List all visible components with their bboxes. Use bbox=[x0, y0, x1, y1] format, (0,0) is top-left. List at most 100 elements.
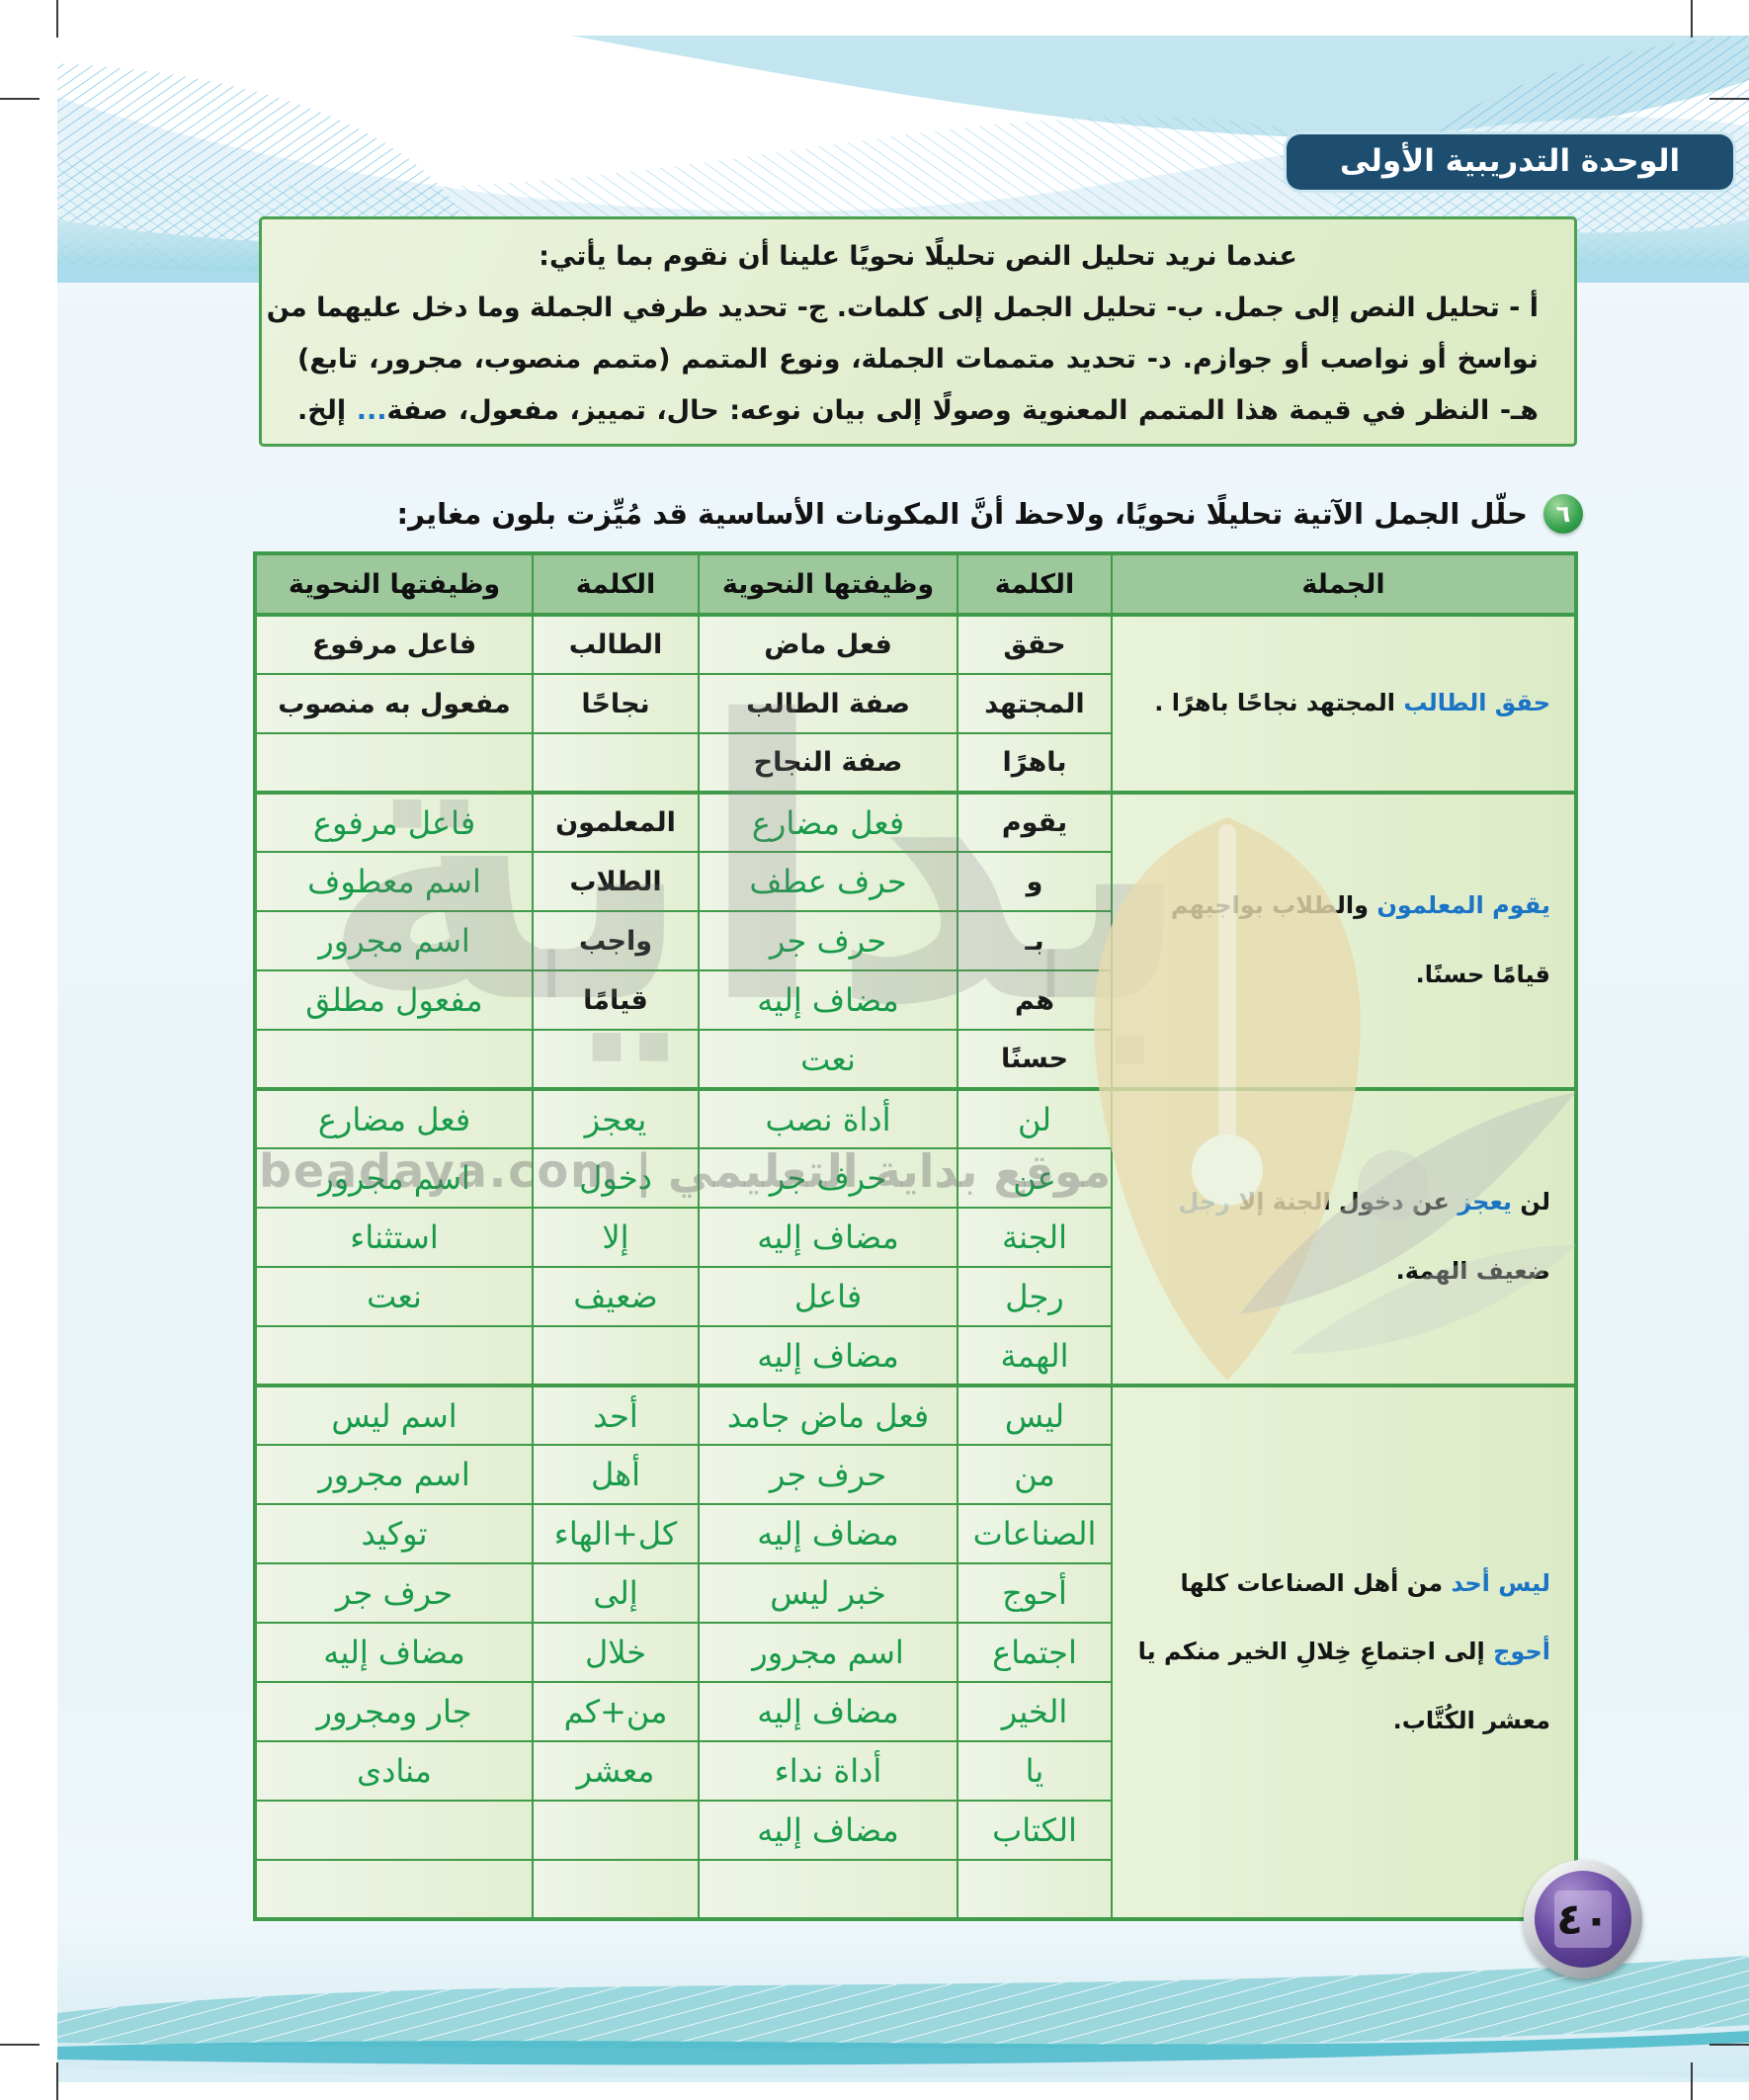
function-cell: منادى bbox=[254, 1740, 534, 1802]
word-cell: كل+الهاء bbox=[532, 1503, 700, 1564]
word-cell: أهل bbox=[532, 1444, 700, 1505]
function-cell bbox=[254, 1029, 534, 1090]
function-cell: فعل ماض bbox=[698, 613, 958, 675]
function-cell: نعت bbox=[254, 1266, 534, 1327]
sentence-cell: حقق الطالب المجتهد نجاحًا باهرًا . bbox=[1111, 613, 1577, 794]
word-cell: إلى bbox=[532, 1562, 700, 1624]
word-cell: أحوج bbox=[957, 1562, 1113, 1624]
function-cell: اسم مجرور bbox=[698, 1622, 958, 1683]
word-cell: من bbox=[957, 1444, 1113, 1505]
word-cell: الجنة bbox=[957, 1207, 1113, 1268]
word-cell: يا bbox=[957, 1740, 1113, 1802]
word-cell: اجتماع bbox=[957, 1622, 1113, 1683]
intro-line: أ - تحليل النص إلى جمل. ب- تحليل الجمل إ… bbox=[266, 293, 1539, 323]
function-cell: مضاف إليه bbox=[254, 1622, 534, 1683]
table-row: عن حرف جر دخول اسم مجرور bbox=[254, 1147, 1576, 1209]
crop-mark bbox=[56, 0, 58, 38]
bottom-wave-decoration bbox=[57, 1922, 1749, 2092]
table-row: يقوم المعلمون والطلاب بواجبهم قيامًا حسن… bbox=[254, 791, 1577, 1090]
intro-lines: عندما نريد تحليل النص تحليلًا نحويًا علي… bbox=[266, 231, 1539, 437]
function-cell: فعل مضارع bbox=[698, 791, 958, 853]
word-cell: بـ bbox=[957, 910, 1113, 971]
crop-mark bbox=[1691, 0, 1693, 38]
word-cell: يعجز bbox=[532, 1087, 700, 1149]
exercise-row: ٦ حلّل الجمل الآتية تحليلًا نحويًا، ولاح… bbox=[397, 490, 1583, 538]
crop-mark bbox=[1709, 98, 1749, 100]
exercise-prompt: حلّل الجمل الآتية تحليلًا نحويًا، ولاحظ … bbox=[396, 497, 1528, 531]
function-cell: اسم ليس bbox=[254, 1384, 534, 1446]
word-cell bbox=[532, 1325, 700, 1386]
word-cell: الكتاب bbox=[957, 1800, 1113, 1861]
analysis-table-body: حقق الطالب المجتهد نجاحًا باهرًا . حقق فعل… bbox=[254, 613, 1577, 1920]
table-row: الكتاب مضاف إليه bbox=[254, 1800, 1576, 1861]
function-cell: فاعل مرفوع bbox=[254, 613, 534, 675]
intro-line: عندما نريد تحليل النص تحليلًا نحويًا علي… bbox=[539, 241, 1297, 272]
word-cell bbox=[532, 732, 700, 794]
function-cell: حرف جر bbox=[698, 1444, 958, 1505]
function-cell: فعل ماض جامد bbox=[698, 1384, 958, 1446]
function-cell: صفة الطالب bbox=[698, 673, 958, 734]
table-row: حسنًا نعت bbox=[254, 1029, 1576, 1090]
sentence-cell: يقوم المعلمون والطلاب بواجبهم قيامًا حسن… bbox=[1111, 791, 1577, 1090]
word-cell: ضعيف bbox=[532, 1266, 700, 1327]
word-cell bbox=[957, 1859, 1113, 1920]
word-cell: الهمة bbox=[957, 1325, 1113, 1386]
word-cell: خلال bbox=[532, 1622, 700, 1683]
function-cell: مفعول به منصوب bbox=[254, 673, 534, 734]
table-row: الجنة مضاف إليه إلا استثناء bbox=[254, 1207, 1576, 1268]
function-cell: مضاف إليه bbox=[698, 1503, 958, 1564]
table-header-cell: وظيفتها النحوية bbox=[698, 552, 958, 617]
word-cell: الصناعات bbox=[957, 1503, 1113, 1564]
table-row: الخير مضاف إليه من+كم جار ومجرور bbox=[254, 1681, 1576, 1742]
word-cell: عن bbox=[957, 1147, 1113, 1209]
function-cell: اسم مجرور bbox=[254, 1147, 534, 1209]
intro-line: نواسخ أو نواصب أو جوازم. د- تحديد متممات… bbox=[297, 344, 1539, 375]
word-cell: قيامًا bbox=[532, 969, 700, 1031]
page-number: ٤٠ bbox=[1556, 1893, 1610, 1945]
function-cell: مضاف إليه bbox=[698, 969, 958, 1031]
word-cell: المعلمون bbox=[532, 791, 700, 853]
table-header-cell: وظيفتها النحوية bbox=[254, 552, 534, 617]
table-row: اجتماع اسم مجرور خلال مضاف إليه bbox=[254, 1622, 1576, 1683]
word-cell: هم bbox=[957, 969, 1113, 1031]
word-cell: من+كم bbox=[532, 1681, 700, 1742]
function-cell: فاعل bbox=[698, 1266, 958, 1327]
crop-mark bbox=[1691, 2062, 1693, 2100]
crop-mark bbox=[1709, 2044, 1749, 2046]
crop-mark bbox=[0, 2044, 40, 2046]
function-cell: مفعول مطلق bbox=[254, 969, 534, 1031]
function-cell bbox=[698, 1859, 958, 1920]
table-header-cell: الجملة bbox=[1111, 552, 1577, 617]
word-cell: معشر bbox=[532, 1740, 700, 1802]
word-cell: أحد bbox=[532, 1384, 700, 1446]
intro-line: هـ- النظر في قيمة هذا المتمم المعنوية وص… bbox=[297, 395, 1539, 426]
word-cell: رجل bbox=[957, 1266, 1113, 1327]
unit-banner: الوحدة التدريبية الأولى bbox=[1287, 134, 1733, 190]
function-cell: حرف جر bbox=[254, 1562, 534, 1624]
table-row: و حرف عطف الطلاب اسم معطوف bbox=[254, 851, 1576, 912]
function-cell bbox=[254, 732, 534, 794]
function-cell: مضاف إليه bbox=[698, 1325, 958, 1386]
table-row: حقق الطالب المجتهد نجاحًا باهرًا . حقق فعل… bbox=[254, 613, 1577, 794]
table-row: المجتهد صفة الطالب نجاحًا مفعول به منصوب bbox=[254, 673, 1576, 734]
table-row: باهرًا صفة النجاح bbox=[254, 732, 1576, 794]
word-cell: حقق bbox=[957, 613, 1113, 675]
table-row: الهمة مضاف إليه bbox=[254, 1325, 1576, 1386]
word-cell bbox=[532, 1800, 700, 1861]
function-cell: استثناء bbox=[254, 1207, 534, 1268]
page-number-orb: ٤٠ bbox=[1535, 1871, 1631, 1968]
word-cell: يقوم bbox=[957, 791, 1113, 853]
table-row: رجل فاعل ضعيف نعت bbox=[254, 1266, 1576, 1327]
crop-mark bbox=[0, 98, 40, 100]
word-cell: الطلاب bbox=[532, 851, 700, 912]
function-cell: حرف جر bbox=[698, 910, 958, 971]
function-cell: اسم معطوف bbox=[254, 851, 534, 912]
function-cell: اسم مجرور bbox=[254, 910, 534, 971]
word-cell bbox=[532, 1029, 700, 1090]
function-cell: جار ومجرور bbox=[254, 1681, 534, 1742]
function-cell: مضاف إليه bbox=[698, 1800, 958, 1861]
sentence-cell: ليس أحد من أهل الصناعات كلها أحوج إلى اج… bbox=[1111, 1384, 1577, 1920]
exercise-number-badge: ٦ bbox=[1543, 494, 1583, 534]
function-cell: مضاف إليه bbox=[698, 1681, 958, 1742]
sentence-cell: لن يعجز عن دخول الجنة إلا رجل ضعيف الهمة… bbox=[1111, 1087, 1577, 1386]
